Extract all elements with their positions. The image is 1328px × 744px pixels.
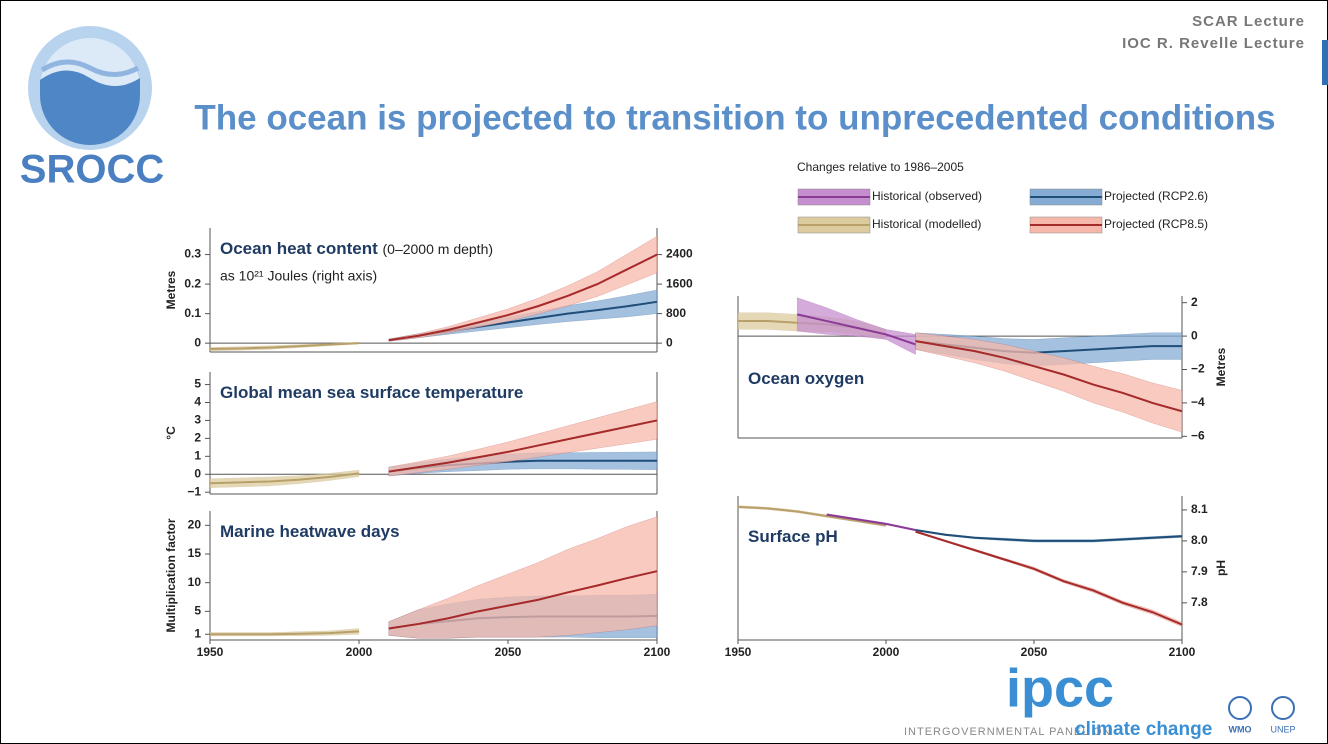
uncertainty-band (209, 469, 360, 488)
series-line (210, 630, 360, 636)
legend-label: Historical (modelled) (872, 217, 981, 231)
y-tick-label: 2 (194, 431, 201, 445)
panel-title-note: as 10²¹ Joules (right axis) (220, 268, 377, 284)
y-axis-label: °C (164, 426, 178, 440)
edge-bar (1322, 40, 1328, 85)
y-tick-label: −4 (1191, 395, 1205, 409)
panel-title-text: Ocean oxygen (748, 369, 864, 388)
y-tick-label: 1 (194, 626, 201, 640)
y-tick-label: 15 (188, 546, 202, 560)
y-tick-label: 5 (194, 377, 201, 391)
series-line (388, 570, 658, 630)
y-tick-label: 2 (1191, 295, 1198, 309)
y-tick-label: 1 (194, 448, 201, 462)
panel-title-note: (0–2000 m depth) (383, 241, 494, 257)
y-tick-label: 0 (1191, 328, 1198, 342)
series-line (209, 342, 360, 351)
series-line (915, 529, 1183, 542)
unep-label: UNEP (1270, 724, 1295, 734)
y-axis-label: Metres (164, 270, 178, 309)
legend-label: Historical (observed) (872, 189, 982, 203)
y-axis-label: Multiplication factor (164, 518, 178, 632)
panel-title: Ocean oxygen (748, 369, 864, 388)
y-tick-label: 7.8 (1191, 595, 1208, 609)
y-tick-label: 7.9 (1191, 564, 1208, 578)
panel-title-text: Surface pH (748, 527, 838, 546)
series-line (796, 313, 916, 346)
y-tick-label: 0.3 (184, 247, 201, 261)
legend-title: Changes relative to 1986–2005 (797, 160, 964, 174)
uncertainty-band (915, 332, 1183, 433)
y-tick-label: 10 (188, 575, 202, 589)
uncertainty-band (388, 401, 658, 477)
uncertainty-band (796, 297, 916, 355)
series-line (915, 530, 1183, 626)
y-tick-label: 8.1 (1191, 502, 1208, 516)
ipcc-logo: ipcc (1006, 658, 1114, 718)
panel-title: Marine heatwave days (220, 522, 400, 541)
y2-tick-label: 1600 (666, 276, 693, 290)
y-tick-label: −1 (187, 484, 201, 498)
panel-title-text: Global mean sea surface temperature (220, 383, 523, 402)
x-tick-label: 1950 (725, 645, 752, 659)
series-line (826, 513, 916, 532)
slide-title: The ocean is projected to transition to … (194, 98, 1275, 137)
panel-title-text: Marine heatwave days (220, 522, 400, 541)
srocc-logo (28, 26, 152, 150)
legend-label: Projected (RCP8.5) (1104, 217, 1208, 231)
panel-title-text: Ocean heat content (220, 239, 378, 258)
lecture: IOC R. Revelle Lecture (1122, 35, 1305, 52)
series-line (737, 505, 887, 527)
series-line (209, 472, 360, 485)
y-tick-label: 0.1 (184, 306, 201, 320)
x-tick-label: 2050 (1021, 645, 1048, 659)
x-tick-label: 1950 (197, 645, 224, 659)
y2-tick-label: 0 (666, 335, 673, 349)
unep-icon (1271, 696, 1295, 720)
uncertainty-band (388, 235, 658, 342)
y-tick-label: 0 (194, 466, 201, 480)
x-tick-label: 2100 (1169, 645, 1196, 659)
series-line (388, 419, 658, 473)
panel-title: Ocean heat content (0–2000 m depth) (220, 239, 493, 258)
x-tick-label: 2000 (346, 645, 373, 659)
uncertainty-band (388, 516, 658, 639)
y-tick-label: −6 (1191, 429, 1205, 443)
x-tick-label: 2050 (495, 645, 522, 659)
y-tick-label: 3 (194, 413, 201, 427)
x-tick-label: 2000 (873, 645, 900, 659)
y-tick-label: −2 (1191, 362, 1205, 376)
y2-tick-label: 800 (666, 306, 686, 320)
series-line (915, 340, 1183, 413)
lecture: SCAR Lecture (1192, 13, 1305, 30)
y2-tick-label: 2400 (666, 247, 693, 261)
y-tick-label: 0 (194, 335, 201, 349)
wmo-icon (1228, 696, 1252, 720)
wmo-label: WMO (1229, 724, 1252, 734)
y-tick-label: 0.2 (184, 276, 201, 290)
y-tick-label: 8.0 (1191, 533, 1208, 547)
y-tick-label: 20 (188, 518, 202, 532)
x-tick-label: 2100 (644, 645, 671, 659)
y-tick-label: 4 (194, 395, 201, 409)
panel-title: Surface pH (748, 527, 838, 546)
y-axis-label: Metres (1214, 347, 1228, 386)
panel-title: Global mean sea surface temperature (220, 383, 523, 402)
ipcc-panel: INTERGOVERNMENTAL PANEL ON (904, 726, 1112, 738)
series-line (388, 253, 658, 342)
ipcc-climate: climate change (1075, 719, 1212, 740)
logo-text: SROCC (20, 148, 164, 192)
legend-label: Projected (RCP2.6) (1104, 189, 1208, 203)
logo-wave (40, 70, 140, 145)
logo-wave-top (40, 59, 140, 77)
y-axis-label: pH (1214, 560, 1228, 576)
y-tick-label: 5 (194, 604, 201, 618)
